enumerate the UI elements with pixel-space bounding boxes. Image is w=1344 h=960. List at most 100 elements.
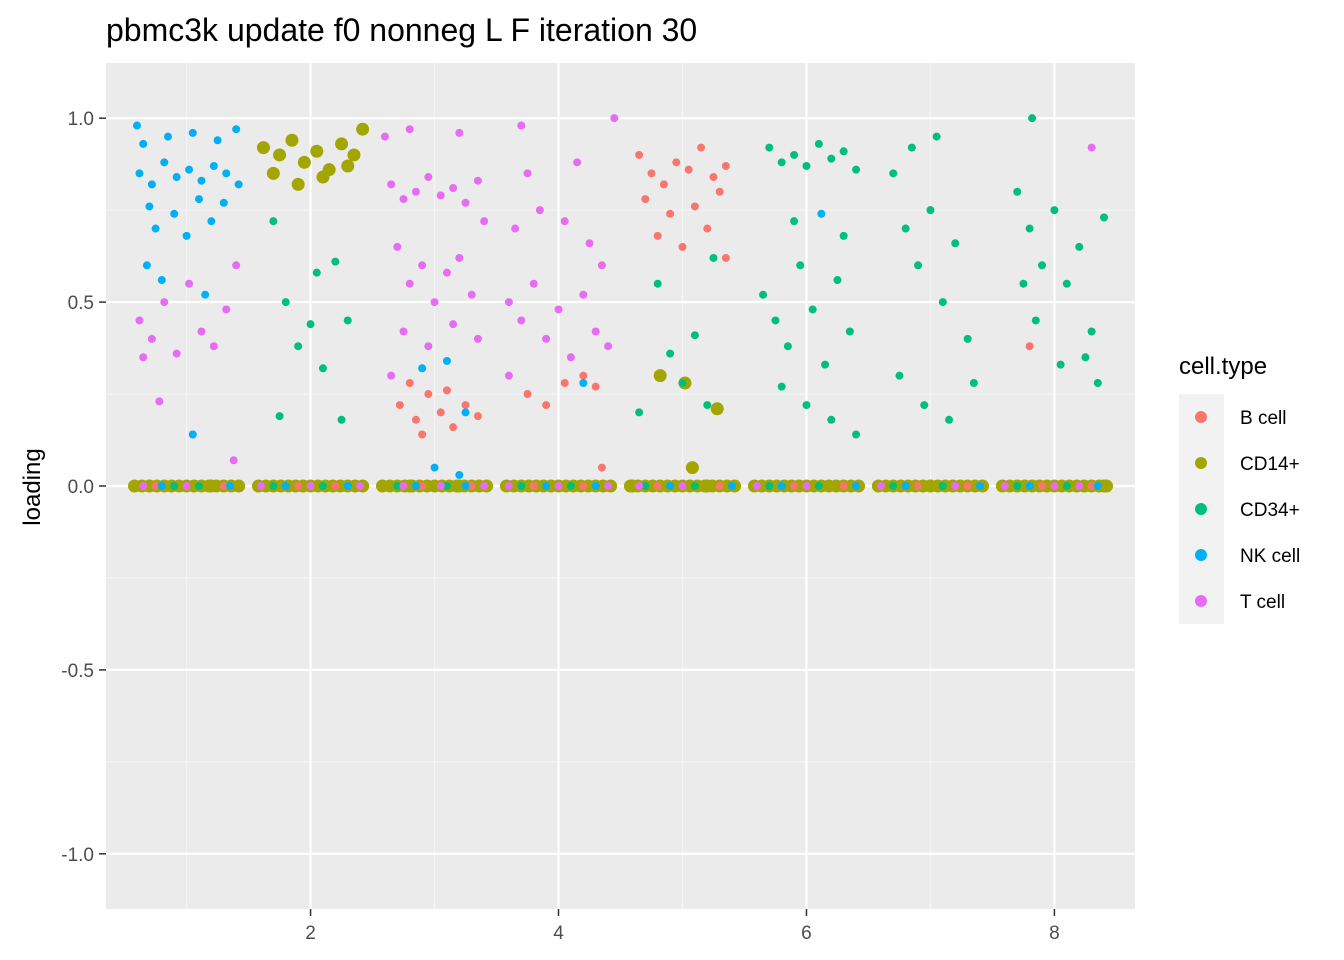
data-point [219, 198, 228, 207]
y-tick-label: -0.5 [61, 661, 94, 682]
data-point [566, 353, 575, 362]
data-point [907, 143, 916, 152]
data-point [1038, 261, 1047, 270]
zero-band-point [554, 482, 563, 490]
data-point [207, 217, 216, 226]
data-point [591, 327, 600, 336]
data-point [709, 253, 718, 262]
zero-band-point [653, 482, 662, 490]
data-point [436, 408, 445, 417]
data-point [703, 224, 712, 233]
data-point [442, 386, 451, 395]
data-point [256, 141, 270, 155]
data-point [672, 158, 681, 167]
zero-band-point [1093, 482, 1102, 490]
zero-band-point [1038, 482, 1047, 490]
data-point [213, 136, 222, 145]
data-point [1087, 327, 1096, 336]
y-tick-label: 0.0 [68, 477, 94, 498]
data-point [796, 261, 805, 270]
zero-band-point [715, 482, 724, 490]
zero-band-point [225, 482, 234, 490]
data-point [808, 305, 817, 314]
data-point [597, 261, 606, 270]
data-point [418, 261, 427, 270]
data-point [814, 139, 823, 148]
data-point [473, 334, 482, 343]
zero-band-point [318, 482, 327, 490]
data-point [926, 206, 935, 215]
data-point [597, 463, 606, 472]
zero-band-point [765, 482, 774, 490]
data-point [405, 379, 414, 388]
x-tick-label: 8 [1049, 923, 1060, 944]
data-point [666, 349, 675, 358]
zero-band-point [436, 482, 445, 490]
data-point [222, 305, 231, 314]
data-point [188, 430, 197, 439]
data-point [229, 456, 238, 465]
data-point [188, 128, 197, 137]
data-point [132, 121, 141, 130]
data-point [291, 177, 305, 191]
data-point [1031, 316, 1040, 325]
zero-band-point [938, 482, 947, 490]
data-point [467, 290, 476, 299]
data-point [430, 298, 439, 307]
data-point [951, 239, 960, 248]
data-point [635, 150, 644, 159]
data-point [920, 401, 929, 410]
data-point [560, 379, 569, 388]
data-point [145, 202, 154, 211]
data-point [147, 180, 156, 189]
data-point [449, 320, 458, 329]
data-point [523, 390, 532, 399]
data-point [312, 268, 321, 277]
data-point [316, 170, 330, 184]
data-point [523, 169, 532, 178]
data-point [901, 224, 910, 233]
data-point [399, 195, 408, 204]
data-point [833, 276, 842, 285]
data-point [455, 128, 464, 137]
legend-key [1195, 595, 1207, 607]
data-point [318, 364, 327, 373]
data-point [579, 290, 588, 299]
data-point [209, 342, 218, 351]
data-point [160, 158, 169, 167]
data-point [852, 430, 861, 439]
x-tick-label: 2 [305, 923, 316, 944]
zero-band-point [411, 482, 420, 490]
data-point [232, 261, 241, 270]
zero-band-point [182, 482, 191, 490]
data-point [185, 279, 194, 288]
data-point [418, 430, 427, 439]
data-point [579, 379, 588, 388]
zero-band-point [170, 482, 179, 490]
legend-key [1195, 411, 1207, 423]
zero-band-point [1087, 482, 1096, 490]
data-point [411, 187, 420, 196]
data-point [690, 331, 699, 340]
data-point [182, 231, 191, 240]
zero-band-point [604, 482, 613, 490]
data-point [852, 165, 861, 174]
data-point [341, 159, 355, 173]
data-point [585, 239, 594, 248]
zero-band-point [529, 482, 538, 490]
legend: cell.type B cell CD14+ CD34+ NK cell T cell [1179, 353, 1300, 624]
legend-label: T cell [1240, 592, 1285, 613]
zero-band-point [356, 482, 365, 490]
data-point [684, 165, 693, 174]
data-point [306, 320, 315, 329]
zero-band-point [951, 482, 960, 490]
x-axis-ticks: 2 4 6 8 [305, 909, 1060, 944]
zero-band-point [1025, 482, 1034, 490]
zero-band-point [876, 482, 885, 490]
data-point [517, 121, 526, 130]
zero-band-point [343, 482, 352, 490]
chart-title: pbmc3k update f0 nonneg L F iteration 30 [106, 12, 697, 48]
data-point [234, 180, 243, 189]
data-point [172, 173, 181, 182]
data-point [790, 217, 799, 226]
